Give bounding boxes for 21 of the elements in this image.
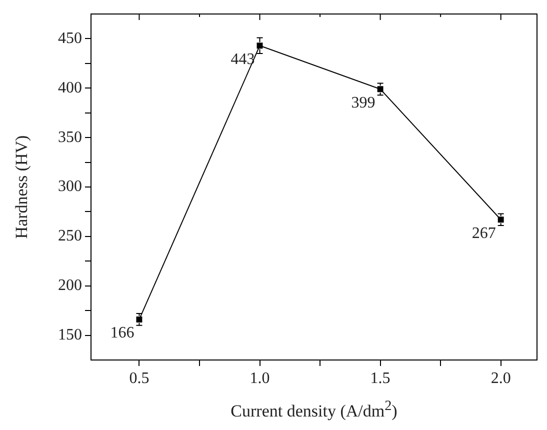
- x-tick-label: 1.5: [370, 370, 390, 387]
- data-label: 399: [351, 94, 376, 112]
- y-tick-label: 400: [58, 79, 82, 96]
- y-tick-label: 150: [58, 326, 82, 344]
- y-tick-label: 350: [58, 128, 82, 146]
- y-tick-label: 450: [58, 30, 82, 47]
- data-label: 267: [472, 224, 496, 242]
- point: [256, 42, 263, 49]
- y-axis-title: Hardness (HV): [12, 135, 32, 239]
- x-tick-label: 2.0: [490, 370, 511, 387]
- x-tick-label: 1.0: [250, 370, 270, 387]
- y-tick-label: 250: [58, 228, 82, 245]
- point: [377, 86, 384, 92]
- x-tick-label: 0.5: [129, 370, 150, 387]
- point: [136, 316, 142, 322]
- y-tick-label: 300: [58, 178, 82, 196]
- y-tick-label: 200: [58, 277, 82, 294]
- data-label: 443: [230, 50, 255, 68]
- data-label: 166: [110, 324, 134, 342]
- point: [498, 216, 504, 223]
- x-axis-title: Current density (A/dm$^{2}$): [230, 398, 398, 422]
